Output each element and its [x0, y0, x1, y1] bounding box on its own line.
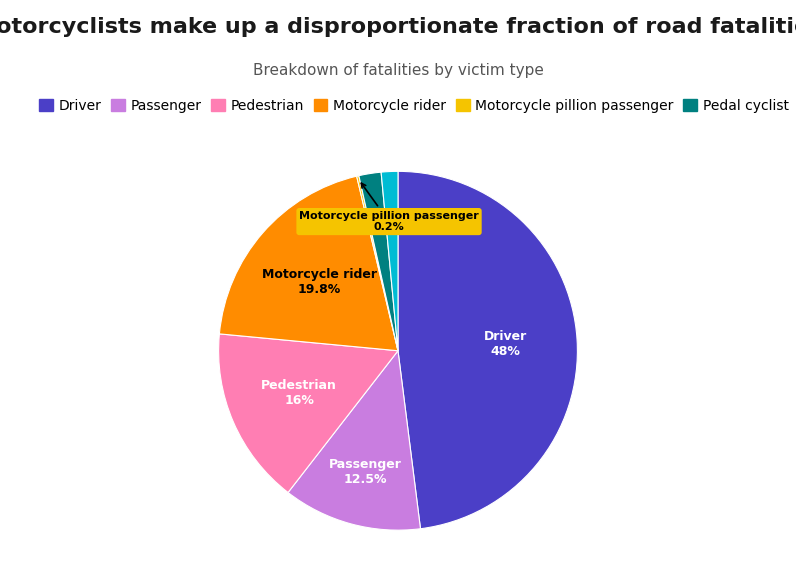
Wedge shape [359, 172, 398, 351]
Wedge shape [398, 171, 577, 529]
Text: Motorcycle rider
19.8%: Motorcycle rider 19.8% [262, 269, 377, 297]
Text: Passenger
12.5%: Passenger 12.5% [329, 458, 401, 486]
Text: Breakdown of fatalities by victim type: Breakdown of fatalities by victim type [252, 63, 544, 78]
Wedge shape [220, 176, 398, 351]
Wedge shape [219, 334, 398, 493]
Wedge shape [288, 351, 420, 530]
Legend: Driver, Passenger, Pedestrian, Motorcycle rider, Motorcycle pillion passenger, P: Driver, Passenger, Pedestrian, Motorcycl… [39, 99, 796, 113]
Text: Pedestrian
16%: Pedestrian 16% [261, 380, 338, 408]
Wedge shape [357, 176, 398, 351]
Text: Motorcyclists make up a disproportionate fraction of road fatalities: Motorcyclists make up a disproportionate… [0, 17, 796, 37]
Wedge shape [381, 171, 398, 351]
Text: Motorcycle pillion passenger
0.2%: Motorcycle pillion passenger 0.2% [299, 183, 479, 232]
Text: Driver
48%: Driver 48% [484, 330, 527, 358]
